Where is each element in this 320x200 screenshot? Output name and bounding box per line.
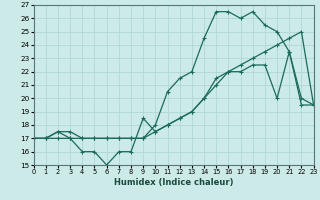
- X-axis label: Humidex (Indice chaleur): Humidex (Indice chaleur): [114, 178, 233, 187]
